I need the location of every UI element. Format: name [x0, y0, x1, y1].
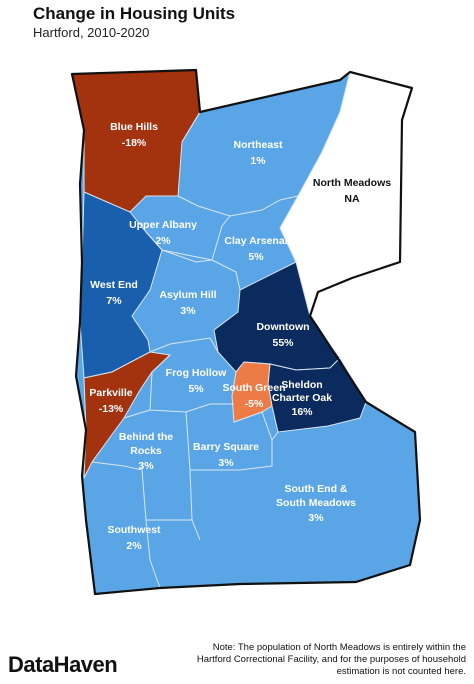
label-southwest: Southwest 2% [107, 524, 161, 552]
label-west-end: West End 7% [90, 279, 138, 307]
label-parkville: Parkville -13% [89, 387, 132, 415]
inner-boundaries [91, 111, 299, 589]
region-parkville [83, 351, 172, 479]
label-north-meadows: North Meadows NA [313, 177, 391, 205]
label-behind-the-rocks: Behind the Rocks 3% [119, 431, 173, 472]
label-south-end-south-meadows: South End & South Meadows 3% [276, 483, 356, 524]
city-outline [70, 68, 422, 596]
label-south-green: South Green -5% [222, 382, 285, 410]
datahaven-logo: DataHaven [8, 652, 118, 677]
label-upper-albany: Upper Albany 2% [129, 219, 197, 247]
footnote: Note: The population of North Meadows is… [196, 642, 466, 677]
label-frog-hollow: Frog Hollow 5% [166, 367, 227, 395]
map-subtitle: Hartford, 2010-2020 [33, 25, 150, 40]
label-clay-arsenal: Clay Arsenal 5% [224, 235, 287, 263]
label-asylum-hill: Asylum Hill 3% [159, 289, 216, 317]
label-northeast: Northeast 1% [233, 139, 283, 167]
label-downtown: Downtown 55% [256, 321, 309, 349]
label-sheldon-charter-oak: Sheldon Charter Oak 16% [272, 379, 332, 418]
label-barry-square: Barry Square 3% [193, 441, 259, 469]
map-title: Change in Housing Units [33, 4, 236, 23]
neighborhood-labels: Blue Hills -18% Northeast 1% North Meadows… [89, 121, 391, 552]
label-blue-hills: Blue Hills -18% [110, 121, 158, 149]
